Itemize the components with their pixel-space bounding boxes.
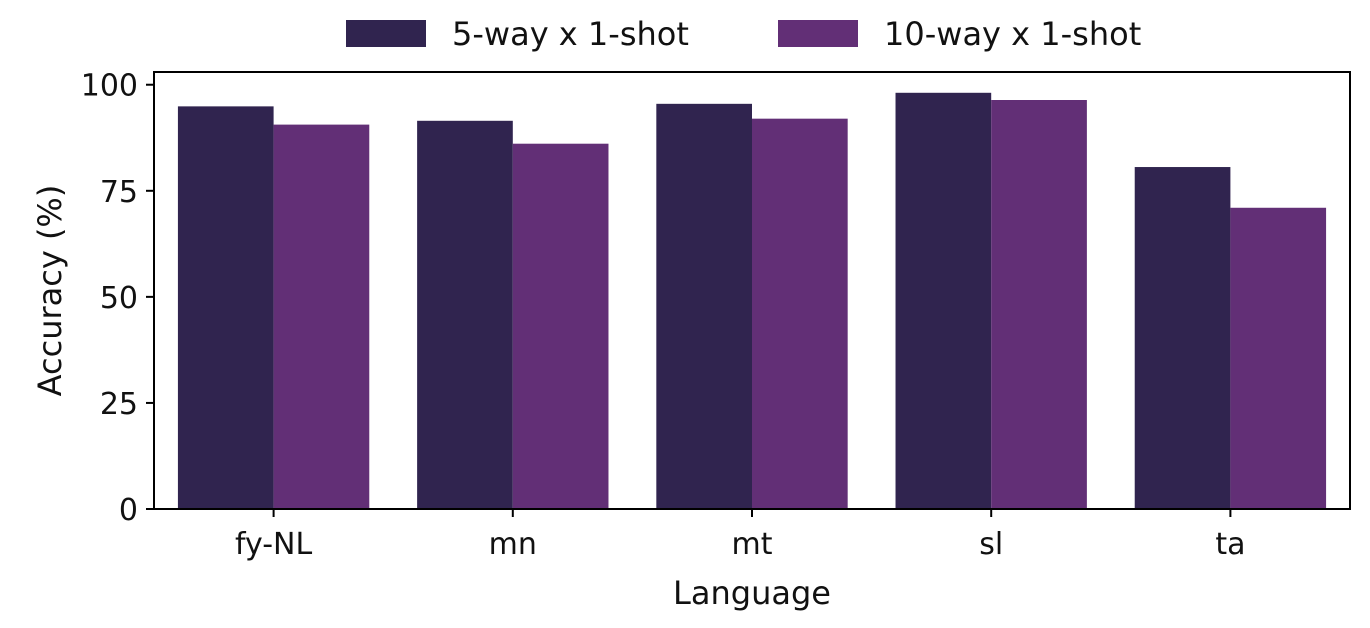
x-axis-title: Language [673,574,831,612]
bar-mn-series-2 [512,143,609,509]
y-tick-label: 100 [81,69,138,104]
x-tick-label: mt [732,527,773,562]
y-tick-label: 25 [100,387,138,422]
y-tick-label: 0 [119,493,138,528]
bar-fy-NL-series-1 [177,106,274,509]
legend-swatch-series-1 [346,20,426,47]
legend: 5-way x 1-shot 10-way x 1-shot [346,15,1141,53]
x-tick-label: sl [979,527,1003,562]
bar-mt-series-1 [656,103,752,510]
y-tick-label: 50 [100,281,138,316]
bar-fy-NL-series-2 [273,124,370,509]
y-axis: 0 25 50 75 100 [81,69,154,528]
bar-sl-series-2 [991,100,1087,509]
bar-sl-series-1 [895,92,992,510]
bar-ta-series-1 [1134,167,1231,509]
bar-ta-series-2 [1230,207,1327,510]
x-axis: fy-NL mn mt sl ta [235,509,1245,562]
x-tick-label: mn [489,527,537,562]
x-tick-label: fy-NL [235,527,313,562]
legend-label-series-2: 10-way x 1-shot [884,15,1141,53]
bars-group [177,92,1327,510]
y-axis-title: Accuracy (%) [31,185,69,397]
legend-swatch-series-2 [778,20,858,47]
y-tick-label: 75 [100,175,138,210]
x-tick-label: ta [1215,527,1245,562]
legend-label-series-1: 5-way x 1-shot [452,15,689,53]
bar-mt-series-2 [752,118,848,509]
bar-mn-series-1 [417,120,513,509]
